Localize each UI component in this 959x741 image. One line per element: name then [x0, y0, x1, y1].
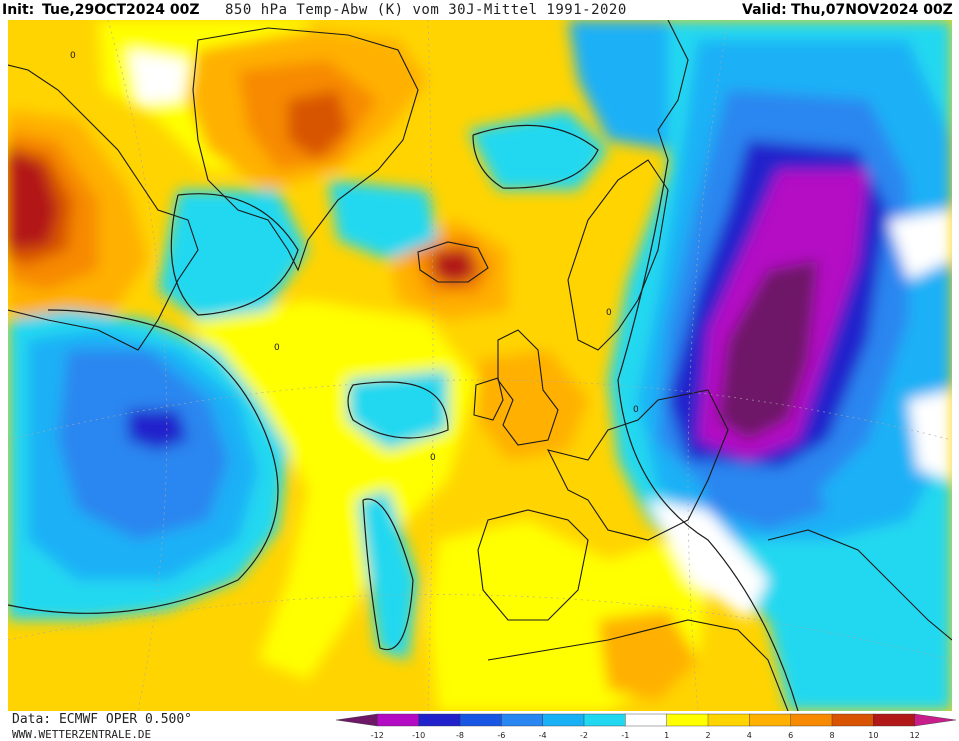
neutral-region-north-america: [128, 50, 188, 105]
cold-anomaly-midatlantic: [348, 370, 448, 450]
cold-anomaly-eastern-europe-6: [718, 260, 818, 440]
colorbar-tick-label: -1: [621, 731, 629, 740]
anomaly-field: [8, 20, 952, 711]
temperature-anomaly-map: 0 0 0 0 0: [8, 20, 952, 711]
warm-anomaly-africa: [598, 610, 698, 700]
cold-anomaly-greenland-east: [328, 180, 438, 260]
graticule-parallel-2: [8, 594, 952, 661]
colorbar-segment: [418, 713, 461, 727]
colorbar-tick-label: 4: [747, 731, 752, 740]
graticule: [8, 20, 952, 711]
contour-label: 0: [633, 405, 639, 415]
cold-anomaly-arctic: [468, 110, 608, 190]
colorbar-legend: -12 -10 -8 -6 -4 -2 -1 1 2 4 6 8 10 12: [335, 713, 957, 740]
colorbar-tick-label: -4: [539, 731, 547, 740]
map-header: Init: Tue,29OCT2024 00Z 850 hPa Temp-Abw…: [0, 0, 959, 20]
colorbar-tick-label: -8: [456, 731, 464, 740]
website-label: WWW.WETTERZENTRALE.DE: [12, 728, 152, 741]
colorbar-segment: [459, 713, 502, 727]
coastline-europe: [546, 389, 729, 541]
neutral-region-caucasus: [888, 210, 952, 280]
zero-contour-labrador: [170, 193, 299, 316]
coastline-asia: [767, 529, 952, 641]
contour-label: 0: [606, 308, 612, 318]
cold-anomaly-azores: [358, 490, 418, 660]
colorbar-tick-label: 10: [868, 731, 878, 740]
coastline-iberia: [477, 509, 589, 621]
colorbar-end-arrow-low: [335, 713, 378, 727]
colorbar-tick-label: -10: [412, 731, 425, 740]
contour-label: 0: [274, 343, 280, 353]
zero-contour: [8, 124, 799, 711]
contour-label: 0: [70, 51, 76, 61]
colorbar-tick-label: 2: [705, 731, 710, 740]
contour-label: 0: [430, 453, 436, 463]
zero-contour-arctic: [472, 124, 599, 189]
neutral-region-east: [908, 390, 952, 480]
zero-contour-midatlantic: [347, 381, 449, 439]
data-source-label: Data: ECMWF OPER 0.500°: [12, 712, 193, 727]
colorbar-tick-label: -12: [371, 731, 384, 740]
coastline-greenland: [192, 27, 419, 272]
colorbar-segment: [707, 713, 750, 727]
colorbar-segment: [625, 713, 668, 727]
coastlines: [8, 20, 952, 711]
zero-contour-azores: [362, 498, 414, 651]
colorbar-segment: [666, 713, 709, 727]
zero-contour-east: [617, 159, 799, 711]
colorbar-segment: [583, 713, 626, 727]
graticule-meridian-3: [687, 20, 729, 711]
cold-anomaly-labrador: [158, 190, 308, 320]
valid-label: Valid:: [742, 2, 787, 18]
valid-datetime: Thu,07NOV2024 00Z: [791, 2, 953, 18]
neutral-region-mediterranean: [648, 500, 768, 620]
contour-labels: 0 0 0 0 0: [70, 51, 639, 463]
colorbar-segment: [501, 713, 544, 727]
colorbar-tick-label: 12: [910, 731, 920, 740]
colorbar-tick-label: 1: [664, 731, 669, 740]
warm-anomaly-uk: [478, 350, 588, 460]
coastline-north-america: [8, 64, 199, 351]
colorbar-tick-label: -2: [580, 731, 588, 740]
colorbar-segment: [831, 713, 874, 727]
colorbar-segment: [377, 713, 420, 727]
coastline-british-isles: [497, 329, 559, 446]
cold-anomaly-black-sea: [698, 460, 828, 530]
coastline-iceland: [417, 241, 489, 283]
colorbar-end-arrow-high: [914, 713, 957, 727]
init-label: Init:: [2, 2, 35, 18]
colorbar-segment: [542, 713, 585, 727]
colorbar-segment: [749, 713, 792, 727]
extreme-warm-canada: [8, 150, 58, 250]
coastline-ireland: [473, 377, 504, 421]
very-strong-warm-iceland: [433, 248, 478, 285]
graticule-meridian-1: [107, 20, 168, 711]
coastline-north-africa: [487, 619, 789, 711]
zero-contour-atlantic: [8, 309, 279, 614]
colorbar-tick-label: 8: [829, 731, 834, 740]
init-datetime: Tue,29OCT2024 00Z: [42, 2, 200, 18]
very-strong-warm-greenland: [288, 90, 348, 160]
cold-anomaly-atlantic-4: [128, 410, 188, 450]
coastline-scandinavia: [567, 159, 669, 351]
colorbar-tick-label: 6: [788, 731, 793, 740]
map-title: 850 hPa Temp-Abw (K) vom 30J-Mittel 1991…: [225, 2, 627, 18]
colorbar-segment: [873, 713, 916, 727]
colorbar-tick-label: -6: [497, 731, 505, 740]
colorbar-segment: [790, 713, 833, 727]
coastline-novaya-zemlya: [657, 20, 689, 161]
